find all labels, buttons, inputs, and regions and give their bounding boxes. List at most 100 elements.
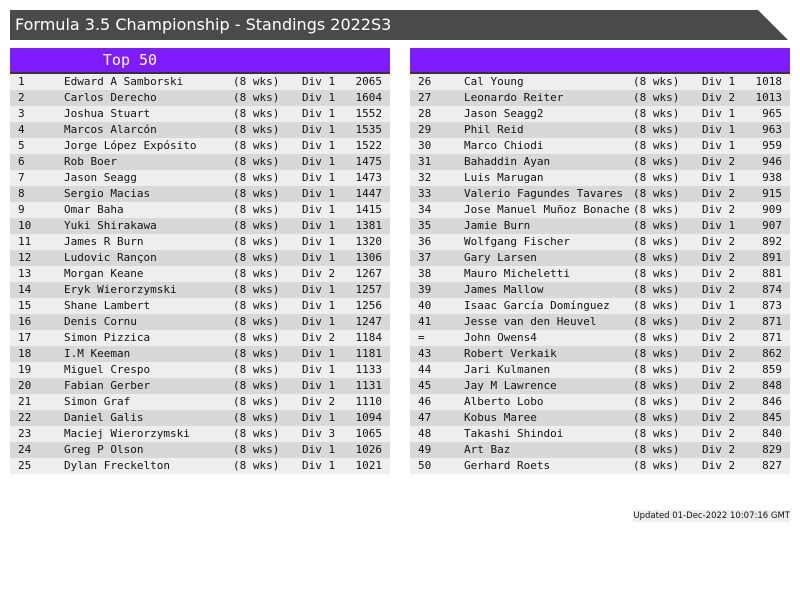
table-row: 47 Kobus Maree (8 wks) Div 2 845 <box>410 410 790 426</box>
position: 22 <box>18 411 32 424</box>
weeks: (8 wks) <box>233 379 280 392</box>
table-row: 2 Carlos Derecho (8 wks) Div 1 1604 <box>10 90 390 106</box>
points: 1110 <box>355 395 383 408</box>
driver-name: Leonardo Reiter <box>464 91 564 104</box>
table-row: 48 Takashi Shindoi (8 wks) Div 2 840 <box>410 426 790 442</box>
table-row: 43 Robert Verkaik (8 wks) Div 2 862 <box>410 346 790 362</box>
table-row: 38 Mauro Micheletti (8 wks) Div 2 881 <box>410 266 790 282</box>
table-row: 44 Jari Kulmanen (8 wks) Div 2 859 <box>410 362 790 378</box>
table-row: 11 James R Burn (8 wks) Div 1 1320 <box>10 234 390 250</box>
table-row: 1 Edward A Samborski (8 wks) Div 1 2065 <box>10 74 390 90</box>
driver-name: Kobus Maree <box>464 411 537 424</box>
points: 862 <box>762 347 782 360</box>
weeks: (8 wks) <box>633 459 680 472</box>
position: 16 <box>18 315 32 328</box>
points: 1247 <box>355 315 383 328</box>
weeks: (8 wks) <box>233 171 280 184</box>
points: 1026 <box>355 443 383 456</box>
weeks: (8 wks) <box>233 139 280 152</box>
weeks: (8 wks) <box>633 347 680 360</box>
driver-name: Fabian Gerber <box>64 379 151 392</box>
driver-name: Yuki Shirakawa <box>64 219 157 232</box>
weeks: (8 wks) <box>633 155 680 168</box>
table-row: 23 Maciej Wierorzymski (8 wks) Div 3 1065 <box>10 426 390 442</box>
weeks: (8 wks) <box>633 203 680 216</box>
position: 35 <box>418 219 432 232</box>
division: Div 2 <box>702 331 736 344</box>
table-row: 7 Jason Seagg (8 wks) Div 1 1473 <box>10 170 390 186</box>
points: 1065 <box>355 427 383 440</box>
position: 28 <box>418 107 432 120</box>
weeks: (8 wks) <box>633 443 680 456</box>
weeks: (8 wks) <box>233 219 280 232</box>
driver-name: Jamie Burn <box>464 219 531 232</box>
division: Div 2 <box>302 267 336 280</box>
driver-name: Ludovic Rançon <box>64 251 157 264</box>
division: Div 2 <box>702 363 736 376</box>
driver-name: Wolfgang Fischer <box>464 235 570 248</box>
points: 873 <box>762 299 782 312</box>
table-row: 10 Yuki Shirakawa (8 wks) Div 1 1381 <box>10 218 390 234</box>
division: Div 2 <box>702 203 736 216</box>
weeks: (8 wks) <box>233 299 280 312</box>
driver-name: I.M Keeman <box>64 347 131 360</box>
driver-name: James Mallow <box>464 283 544 296</box>
division: Div 2 <box>702 443 736 456</box>
division: Div 1 <box>302 411 336 424</box>
division: Div 2 <box>702 459 736 472</box>
table-row: 49 Art Baz (8 wks) Div 2 829 <box>410 442 790 458</box>
driver-name: Isaac García Domínguez <box>464 299 610 312</box>
division: Div 1 <box>302 139 336 152</box>
position: 32 <box>418 171 432 184</box>
points: 1535 <box>355 123 383 136</box>
points: 1473 <box>355 171 383 184</box>
points: 946 <box>762 155 782 168</box>
table-row: 34 Jose Manuel Muñoz Bonache (8 wks) Div 2 9… <box>410 202 790 218</box>
table-row: 50 Gerhard Roets (8 wks) Div 2 827 <box>410 458 790 474</box>
points: 1381 <box>355 219 383 232</box>
division: Div 1 <box>302 251 336 264</box>
table-row: 33 Valerio Fagundes Tavares (8 wks) Div 2 91… <box>410 186 790 202</box>
weeks: (8 wks) <box>633 91 680 104</box>
driver-name: Miguel Crespo <box>64 363 151 376</box>
table-row: 6 Rob Boer (8 wks) Div 1 1475 <box>10 154 390 170</box>
table-row: 39 James Mallow (8 wks) Div 2 874 <box>410 282 790 298</box>
position: 5 <box>18 139 25 152</box>
division: Div 1 <box>302 91 336 104</box>
division: Div 1 <box>302 75 336 88</box>
table-row: 25 Dylan Freckelton (8 wks) Div 1 1021 <box>10 458 390 474</box>
weeks: (8 wks) <box>233 443 280 456</box>
weeks: (8 wks) <box>233 331 280 344</box>
driver-name: Denis Cornu <box>64 315 137 328</box>
weeks: (8 wks) <box>633 235 680 248</box>
weeks: (8 wks) <box>633 139 680 152</box>
table-row: 20 Fabian Gerber (8 wks) Div 1 1131 <box>10 378 390 394</box>
division: Div 2 <box>702 187 736 200</box>
points: 827 <box>762 459 782 472</box>
table-row: 5 Jorge López Expósito (8 wks) Div 1 1522 <box>10 138 390 154</box>
driver-name: Jay M Lawrence <box>464 379 557 392</box>
table-row: 30 Marco Chiodi (8 wks) Div 1 959 <box>410 138 790 154</box>
table-row: 19 Miguel Crespo (8 wks) Div 1 1133 <box>10 362 390 378</box>
division: Div 1 <box>302 107 336 120</box>
points: 1018 <box>755 75 783 88</box>
position: 11 <box>18 235 32 248</box>
position: 39 <box>418 283 432 296</box>
points: 848 <box>762 379 782 392</box>
position: 14 <box>18 283 32 296</box>
position: 26 <box>418 75 432 88</box>
table-row: 16 Denis Cornu (8 wks) Div 1 1247 <box>10 314 390 330</box>
weeks: (8 wks) <box>633 107 680 120</box>
points: 1257 <box>355 283 383 296</box>
points: 874 <box>762 283 782 296</box>
table-row: 22 Daniel Galis (8 wks) Div 1 1094 <box>10 410 390 426</box>
position: 20 <box>18 379 32 392</box>
table-row: 28 Jason Seagg2 (8 wks) Div 1 965 <box>410 106 790 122</box>
driver-name: Phil Reid <box>464 123 524 136</box>
position: 19 <box>18 363 32 376</box>
weeks: (8 wks) <box>633 283 680 296</box>
table-row: 12 Ludovic Rançon (8 wks) Div 1 1306 <box>10 250 390 266</box>
division: Div 2 <box>702 235 736 248</box>
points: 859 <box>762 363 782 376</box>
driver-name: Gary Larsen <box>464 251 537 264</box>
